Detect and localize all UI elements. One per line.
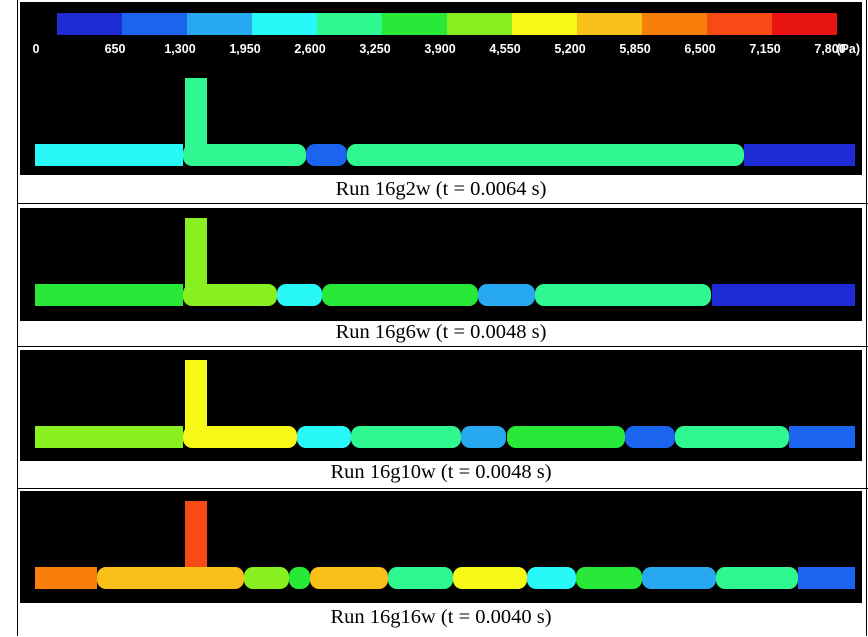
- divider: [17, 203, 868, 204]
- run-caption-3: Run 16g10w (t = 0.0048 s): [330, 461, 552, 483]
- run-caption-4: Run 16g16w (t = 0.0040 s): [330, 606, 552, 628]
- pressure-segment: [244, 567, 290, 589]
- main-pipe: [35, 567, 855, 589]
- run-caption-1: Run 16g2w (t = 0.0064 s): [335, 178, 547, 200]
- pressure-segment: [35, 426, 183, 448]
- color-swatch: [512, 13, 577, 35]
- color-swatch: [252, 13, 317, 35]
- run-panel-1: 0 650 1,300 1,950 2,600 3,250 3,900 4,550 5,200 5…: [20, 2, 862, 175]
- side-branch: [185, 78, 207, 150]
- pressure-segment: [625, 426, 675, 448]
- scale-tick-label: 5,200: [554, 42, 586, 56]
- pressure-segment: [276, 284, 322, 306]
- pressure-segment: [789, 426, 855, 448]
- pressure-segment: [305, 144, 347, 166]
- pressure-segment: [477, 284, 536, 306]
- scale-tick-label: 2,600: [294, 42, 326, 56]
- scale-tick-label: 4,550: [489, 42, 521, 56]
- pressure-segment: [35, 284, 183, 306]
- color-swatch: [447, 13, 512, 35]
- color-swatch: [57, 13, 122, 35]
- run-caption-2: Run 16g6w (t = 0.0048 s): [335, 321, 547, 343]
- pressure-segment: [674, 426, 790, 448]
- main-pipe: [35, 426, 855, 448]
- pressure-segment: [350, 426, 462, 448]
- side-branch: [185, 218, 207, 296]
- pressure-segment: [309, 567, 388, 589]
- pressure-segment: [182, 284, 277, 306]
- scale-tick-label: 7,800: [814, 42, 846, 56]
- scale-tick-label: 3,250: [359, 42, 391, 56]
- pressure-unit-label: (Pa): [836, 42, 860, 56]
- pressure-segment: [297, 426, 351, 448]
- color-swatch: [317, 13, 382, 35]
- run-panel-2: [20, 208, 862, 321]
- pressure-segment: [322, 284, 478, 306]
- pressure-segment: [461, 426, 507, 448]
- scale-tick-label: 7,150: [749, 42, 781, 56]
- scale-tick-label: 1,950: [229, 42, 261, 56]
- pressure-segment: [96, 567, 245, 589]
- pressure-segment: [182, 426, 298, 448]
- scale-tick-label: 0: [32, 42, 40, 56]
- pressure-segment: [387, 567, 454, 589]
- color-swatch: [122, 13, 187, 35]
- scale-tick-label: 1,300: [164, 42, 196, 56]
- pressure-segment: [35, 567, 97, 589]
- pressure-segment: [535, 284, 712, 306]
- run-panel-3: [20, 350, 862, 461]
- pressure-segment: [289, 567, 310, 589]
- pressure-segment: [641, 567, 716, 589]
- divider: [17, 488, 868, 489]
- scale-tick-label: 3,900: [424, 42, 456, 56]
- pressure-segment: [576, 567, 642, 589]
- pressure-segment: [346, 144, 745, 166]
- color-swatch: [577, 13, 642, 35]
- pressure-segment: [527, 567, 577, 589]
- scale-tick-label: 5,850: [619, 42, 651, 56]
- main-pipe: [35, 284, 855, 306]
- color-swatch: [772, 13, 837, 35]
- scale-tick-label: 650: [104, 42, 126, 56]
- color-swatch: [707, 13, 772, 35]
- pressure-segment: [506, 426, 626, 448]
- figure-frame: [17, 0, 867, 636]
- color-swatch: [187, 13, 252, 35]
- pressure-segment: [182, 144, 306, 166]
- pressure-segment: [711, 284, 855, 306]
- color-swatch: [642, 13, 707, 35]
- divider: [17, 346, 868, 347]
- run-panel-4: [20, 491, 862, 603]
- main-pipe: [35, 144, 855, 166]
- pressure-segment: [744, 144, 855, 166]
- pressure-segment: [797, 567, 855, 589]
- scale-tick-label: 6,500: [684, 42, 716, 56]
- pressure-segment: [35, 144, 183, 166]
- color-scale-bar: [57, 13, 837, 35]
- pressure-segment: [715, 567, 798, 589]
- color-scale-ticks: 0 650 1,300 1,950 2,600 3,250 3,900 4,550 5,200 5…: [20, 42, 862, 58]
- side-branch: [185, 501, 207, 581]
- color-swatch: [382, 13, 447, 35]
- side-branch: [185, 360, 207, 442]
- pressure-segment: [453, 567, 527, 589]
